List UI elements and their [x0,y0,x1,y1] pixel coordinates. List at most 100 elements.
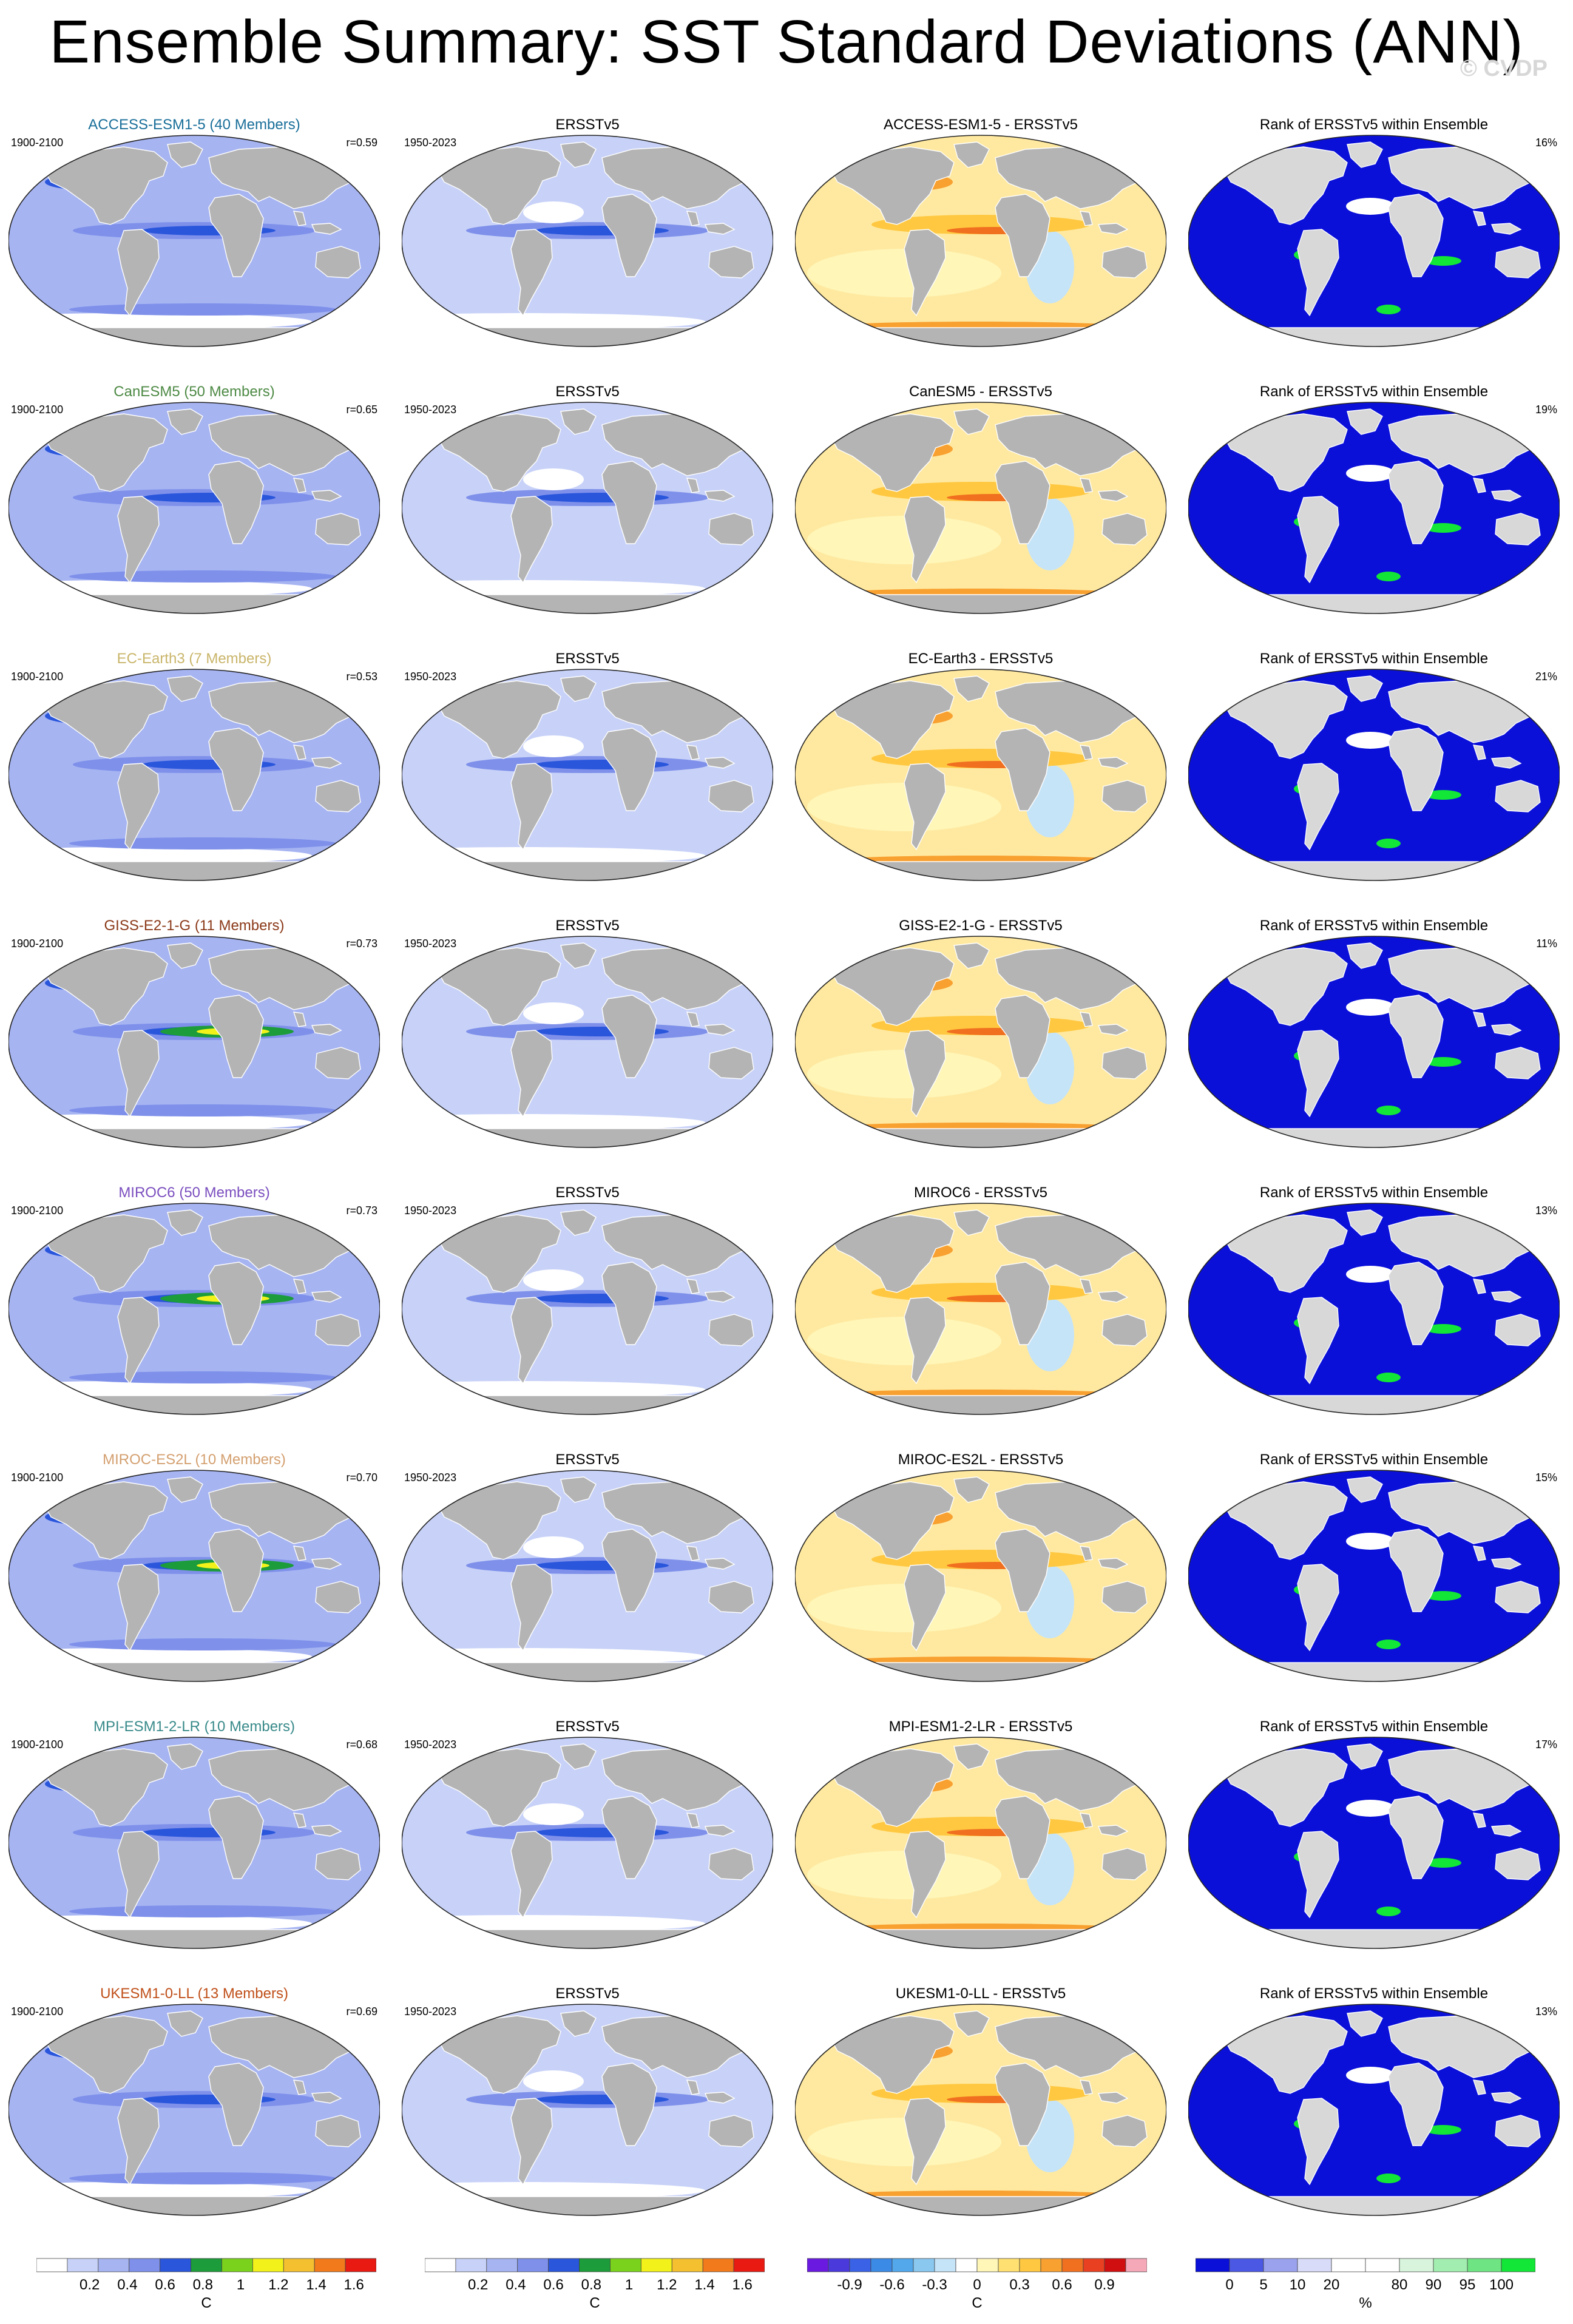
colorbar-tick-label: 1.4 [306,2277,326,2293]
world-map-diff [795,135,1166,347]
panel-title: UKESM1-0-LL - ERSSTv5 [895,1985,1066,2002]
panel-diff: CanESM5 - ERSSTv5 [786,376,1175,643]
world-map-obs [402,135,773,347]
colorbar-tick-label: 1 [236,2277,245,2293]
panel-rank: Rank of ERSSTv5 within Ensemble 17% [1180,1711,1568,1978]
colorbar-diff: -0.9 -0.6 -0.3 0 0.3 0.6 0.9 C [807,2256,1183,2317]
colorbar-swatch [1433,2258,1468,2272]
colorbar-tick-label: 0.3 [1009,2277,1030,2293]
world-map-model [8,1470,380,1682]
row-6: MPI-ESM1-2-LR (10 Members) 1900-2100 r=0.6… [0,1711,1573,1978]
panel-title: Rank of ERSSTv5 within Ensemble [1259,117,1489,133]
period-label: 1900-2100 [11,671,64,683]
panel-title: ERSSTv5 [555,1451,620,1468]
panel-rank: Rank of ERSSTv5 within Ensemble 19% [1180,376,1568,643]
panel-model: MPI-ESM1-2-LR (10 Members) 1900-2100 r=0.6… [0,1711,388,1978]
colorbar-tick-label: 0.2 [467,2277,489,2293]
colorbar-swatch [702,2258,734,2272]
colorbar-swatch [160,2258,191,2272]
colorbar-swatch [517,2258,549,2272]
panel-model: ACCESS-ESM1-5 (40 Members) 1900-2100 r=0.5… [0,109,388,376]
period-label: 1950-2023 [404,1471,457,1484]
panel-obs: ERSSTv5 1950-2023 [393,376,782,643]
colorbar-rank: 0 5 10 20 80 90 95 100% [1196,2256,1572,2317]
panel-model: MIROC6 (50 Members) 1900-2100 r=0.73 [0,1177,388,1444]
colorbar-tick-label: 1.4 [694,2277,715,2293]
world-map-diff [795,402,1166,614]
period-label: 1950-2023 [404,137,457,149]
colorbar-swatch [98,2258,130,2272]
panel-title: ERSSTv5 [555,117,620,133]
world-map-rank [1188,2004,1560,2216]
panel-obs: ERSSTv5 1950-2023 [393,1177,782,1444]
colorbar-swatch [1331,2258,1366,2272]
pattern-correlation: r=0.73 [346,937,377,950]
colorbar-swatch [548,2258,580,2272]
colorbar-tick-label: 1.2 [657,2277,677,2293]
pattern-correlation: r=0.68 [346,1738,377,1751]
colorbar-swatch [283,2258,315,2272]
panel-title: Rank of ERSSTv5 within Ensemble [1259,1184,1489,1201]
world-map-obs [402,669,773,881]
colorbar-tick-label: 1.6 [343,2277,364,2293]
world-map-diff [795,669,1166,881]
world-map-obs [402,936,773,1148]
rank-percent: 13% [1535,1204,1557,1217]
panel-diff: UKESM1-0-LL - ERSSTv5 [786,1978,1175,2245]
panel-title: ERSSTv5 [555,1718,620,1735]
pattern-correlation: r=0.69 [346,2005,377,2018]
colorbar-tick-label: 80 [1391,2277,1408,2293]
colorbar-tick-label: 0.8 [192,2277,214,2293]
colorbar-swatch [976,2258,999,2272]
colorbar-tick-label: 0.4 [117,2277,138,2293]
page-title: Ensemble Summary: SST Standard Deviation… [49,8,1524,76]
panel-model: GISS-E2-1-G (11 Members) 1900-2100 r=0.73 [0,910,388,1177]
period-label: 1900-2100 [11,404,64,416]
period-label: 1950-2023 [404,1738,457,1751]
panel-title: Rank of ERSSTv5 within Ensemble [1259,1451,1489,1468]
pattern-correlation: r=0.59 [346,137,377,149]
colorbar-swatch [870,2258,893,2272]
colorbar-swatch [998,2258,1020,2272]
panel-rank: Rank of ERSSTv5 within Ensemble 11% [1180,910,1568,1177]
row-5: MIROC-ES2L (10 Members) 1900-2100 r=0.70 ER… [0,1444,1573,1711]
panel-rank: Rank of ERSSTv5 within Ensemble 15% [1180,1444,1568,1711]
colorbar-swatch [1061,2258,1084,2272]
world-map-diff [795,936,1166,1148]
world-map-model [8,669,380,881]
colorbar-tick-label: -0.9 [837,2277,862,2293]
panel-title: MIROC6 (50 Members) [118,1184,270,1201]
colorbar-swatch [1229,2258,1264,2272]
period-label: 1950-2023 [404,404,457,416]
period-label: 1950-2023 [404,671,457,683]
period-label: 1900-2100 [11,137,64,149]
colorbar-swatch [486,2258,518,2272]
colorbar-unit: C [972,2295,983,2311]
colorbar-swatch [1019,2258,1041,2272]
panel-model: MIROC-ES2L (10 Members) 1900-2100 r=0.70 [0,1444,388,1711]
colorbar-unit: C [589,2295,600,2311]
colorbar-tick-label: 5 [1259,2277,1268,2293]
panel-model: EC-Earth3 (7 Members) 1900-2100 r=0.53 [0,643,388,910]
colorbar-tick-label: 1.2 [268,2277,289,2293]
colorbar-tick-label: 0.9 [1094,2277,1115,2293]
colorbar-tick-label: 0.6 [155,2277,175,2293]
rank-percent: 15% [1535,1471,1557,1484]
colorbar-swatch [1399,2258,1434,2272]
colorbar-tick-label: 100 [1489,2277,1514,2293]
panel-title: MPI-ESM1-2-LR (10 Members) [93,1718,296,1735]
colorbar-std-obs: 0.2 0.4 0.6 0.8 1 1.2 1.4 1.6 C [425,2256,801,2317]
panel-title: EC-Earth3 - ERSSTv5 [908,650,1054,667]
world-map-model [8,402,380,614]
colorbar-swatch [1297,2258,1332,2272]
panel-model: UKESM1-0-LL (13 Members) 1900-2100 r=0.69 [0,1978,388,2245]
colorbar-tick-label: 0 [1225,2277,1234,2293]
world-map-diff [795,2004,1166,2216]
colorbar-swatch [345,2258,376,2272]
panel-title: Rank of ERSSTv5 within Ensemble [1259,1718,1489,1735]
colorbar-tick-label: 0.8 [581,2277,602,2293]
colorbar-tick-label: -0.6 [879,2277,905,2293]
period-label: 1950-2023 [404,1204,457,1217]
colorbar-unit: % [1359,2295,1372,2311]
colorbar-swatch [455,2258,487,2272]
